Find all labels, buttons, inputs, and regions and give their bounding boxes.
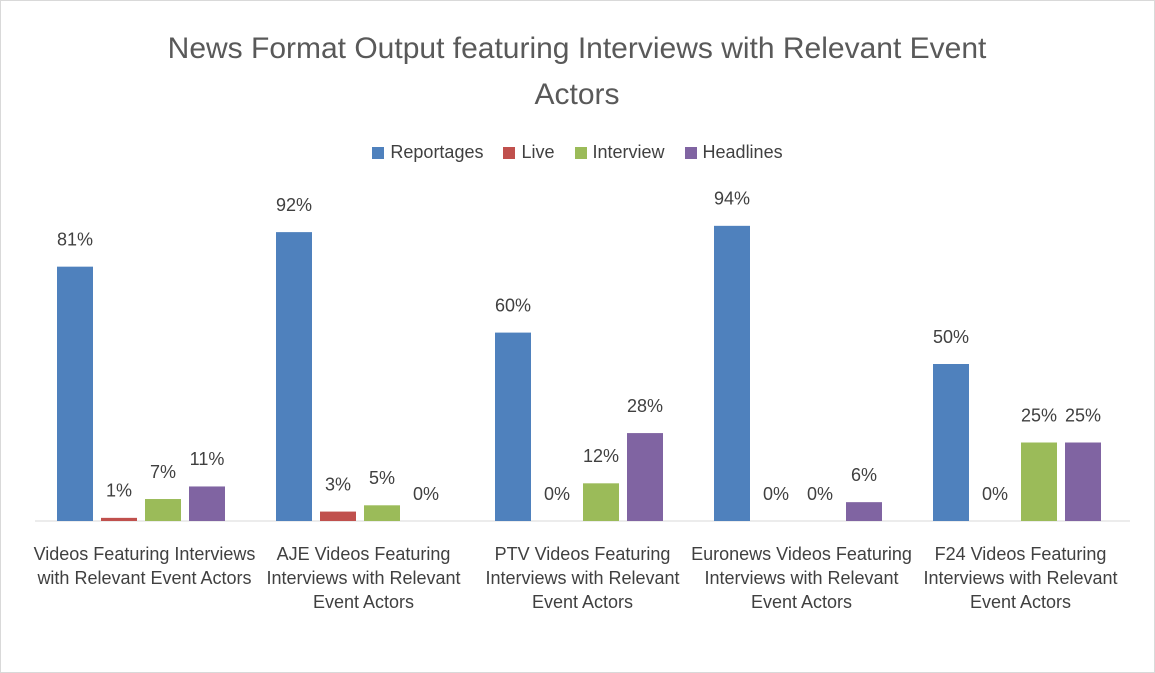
legend-item: Interview [574,142,665,163]
data-label: 3% [325,474,351,494]
data-label: 12% [583,446,619,466]
data-label: 25% [1021,405,1057,425]
bar [1021,442,1057,521]
x-tick-label: PTV Videos Featuring Interviews with Rel… [485,544,680,612]
bar [276,232,312,521]
x-tick-label: F24 Videos Featuring Interviews with Rel… [923,544,1118,612]
data-label: 28% [627,396,663,416]
data-label: 1% [106,481,132,501]
data-label: 0% [982,484,1008,504]
bar [495,332,531,521]
bar [189,486,225,521]
legend-swatch [372,146,385,159]
bar [364,505,400,521]
legend-item: Headlines [684,142,783,163]
bar [1065,442,1101,521]
data-label: 81% [57,229,93,249]
legend-label: Headlines [702,142,783,162]
bar [933,364,969,521]
x-tick-label: Videos Featuring Interviews with Relevan… [33,544,256,588]
legend-item: Live [503,142,555,163]
legend: Reportages Live Interview Headlines [0,142,1155,163]
bar [101,517,137,521]
legend-swatch [684,146,697,159]
legend-label: Interview [592,142,665,162]
bar [320,511,356,521]
bar [583,483,619,521]
legend-swatch [503,146,516,159]
legend-item: Reportages [372,142,483,163]
data-label: 0% [763,484,789,504]
data-label: 0% [544,484,570,504]
bar [627,433,663,521]
bar [714,225,750,521]
data-label: 94% [714,189,750,209]
legend-label: Reportages [390,142,484,162]
chart-title: News Format Output featuring Interviews … [167,32,987,111]
data-label: 92% [276,195,312,215]
legend-label: Live [521,142,555,162]
data-label: 5% [369,468,395,488]
bar [145,499,181,521]
data-label: 60% [495,295,531,315]
data-label: 7% [150,462,176,482]
legend-swatch [574,146,587,159]
data-label: 6% [851,465,877,485]
bar [57,266,93,521]
data-label: 25% [1065,405,1101,425]
bar [846,502,882,521]
data-label: 0% [413,484,439,504]
x-tick-label: Euronews Videos Featuring Interviews wit… [691,544,912,612]
data-label: 0% [807,484,833,504]
data-label: 11% [190,449,225,469]
data-label: 50% [933,327,969,347]
x-tick-label: AJE Videos Featuring Interviews with Rel… [266,544,461,612]
